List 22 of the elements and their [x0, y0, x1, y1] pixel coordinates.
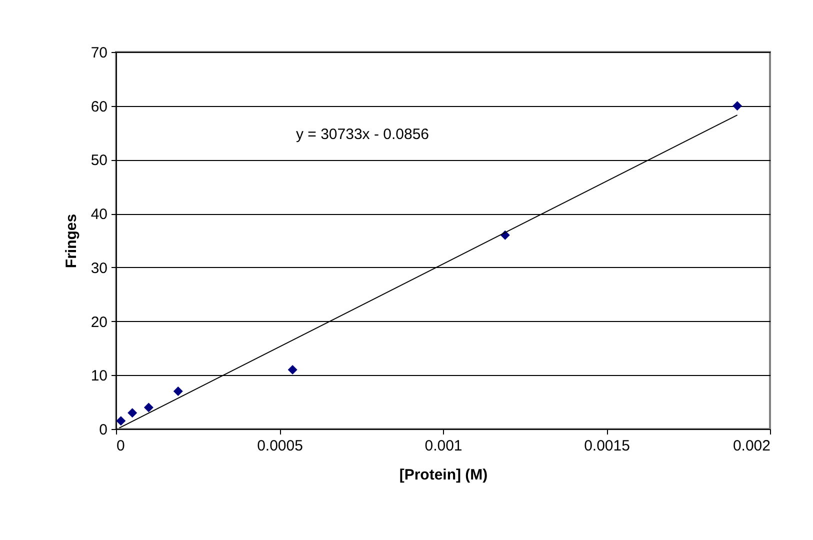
y-tick-label: 70 — [90, 44, 108, 62]
point — [288, 365, 298, 374]
x-tick-label: 0.002 — [732, 438, 770, 454]
x-tick-label: 0.001 — [424, 438, 462, 454]
x-axis-title: [Protein] (M) — [399, 466, 488, 484]
x-tick-label: 0 — [116, 438, 125, 454]
x-tick-label: 0.0005 — [257, 438, 303, 454]
x-tick-label: 0.0015 — [584, 438, 630, 454]
y-axis-title: Fringes — [62, 214, 80, 268]
annotation: y = 30733x - 0.0856 — [296, 126, 430, 143]
y-tick-label: 60 — [90, 98, 108, 116]
y-tick-label: 30 — [90, 260, 108, 277]
y-tick-label: 20 — [90, 314, 108, 331]
y-tick-label: 10 — [90, 368, 108, 385]
y-tick-label: 50 — [90, 152, 108, 170]
point — [173, 386, 183, 396]
y-tick-label: 0 — [99, 422, 108, 438]
point — [144, 402, 154, 412]
point — [732, 101, 742, 111]
y-tick-label: 40 — [90, 206, 108, 224]
point — [128, 408, 138, 418]
point — [116, 416, 126, 426]
